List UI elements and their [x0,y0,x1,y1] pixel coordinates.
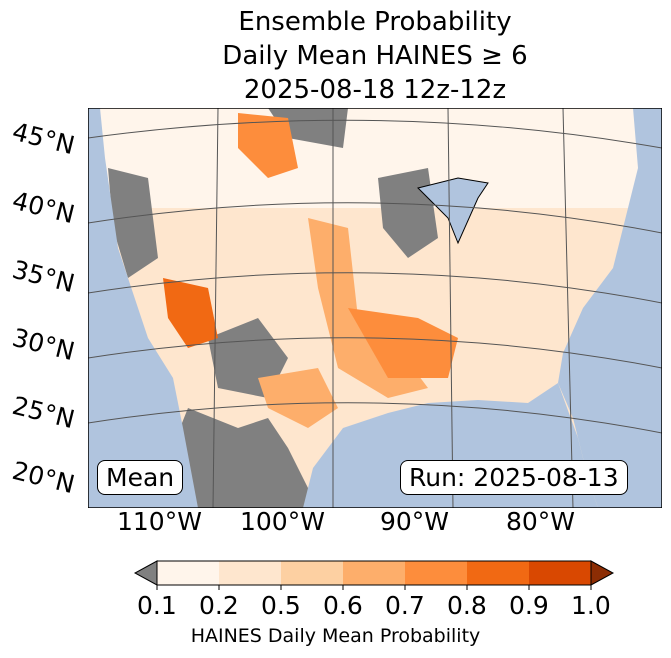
colorbar-label: HAINES Daily Mean Probability [190,625,481,647]
colorbar-tick-label: 1.0 [571,591,611,620]
pacific-ocean [88,108,198,508]
orange-region-texas [258,368,338,428]
orange-region-south [348,308,458,378]
title-line-2: Daily Mean HAINES ≥ 6 [222,41,528,71]
gray-region-northwest [108,168,158,278]
colorbar-tick-label: 0.7 [385,591,425,620]
lat-label-35: 35°N [9,254,78,299]
colorbar-tick-label: 0.1 [137,591,177,620]
lat-label-40: 40°N [9,185,78,230]
run-date-box: Run: 2025-08-13 [400,460,628,495]
colorbar-tick-label: 0.8 [447,591,487,620]
graticule [88,108,662,508]
colorbar-segment [281,561,343,585]
lat-label-30: 30°N [9,322,78,367]
canada-land [88,108,662,208]
colorbar-segment [529,561,591,585]
colorbar-segment [467,561,529,585]
colorbar-tick-label: 0.9 [509,591,549,620]
lon-label-80: 80°W [506,507,576,536]
lat-label-45: 45°N [9,116,78,161]
lon-label-110: 110°W [117,507,202,536]
title-line-3: 2025-08-18 12z-12z [243,75,507,105]
orange-region-southwest [163,278,218,348]
colorbar-outline [156,560,592,586]
lon-label-90: 90°W [380,507,450,536]
mexico-land [168,408,318,508]
lat-label-25: 25°N [9,390,78,435]
colorbar-tick-label: 0.5 [261,591,301,620]
lat-label-20: 20°N [9,455,78,500]
colorbar-tick-label: 0.2 [199,591,239,620]
atlantic-ocean [558,108,662,508]
colorbar-under-arrow [133,560,158,586]
colorbar-segment [343,561,405,585]
mean-label-box: Mean [97,460,184,495]
colorbar-segment [405,561,467,585]
colorbar [133,560,615,590]
title-line-1: Ensemble Probability [238,7,512,37]
map [88,108,662,508]
colorbar-over-arrow [590,560,615,586]
orange-region-northrockies [238,113,298,178]
colorbar-segment [219,561,281,585]
colorbar-tick-label: 0.6 [323,591,363,620]
colorbar-segment [157,561,219,585]
lon-label-100: 100°W [240,507,325,536]
